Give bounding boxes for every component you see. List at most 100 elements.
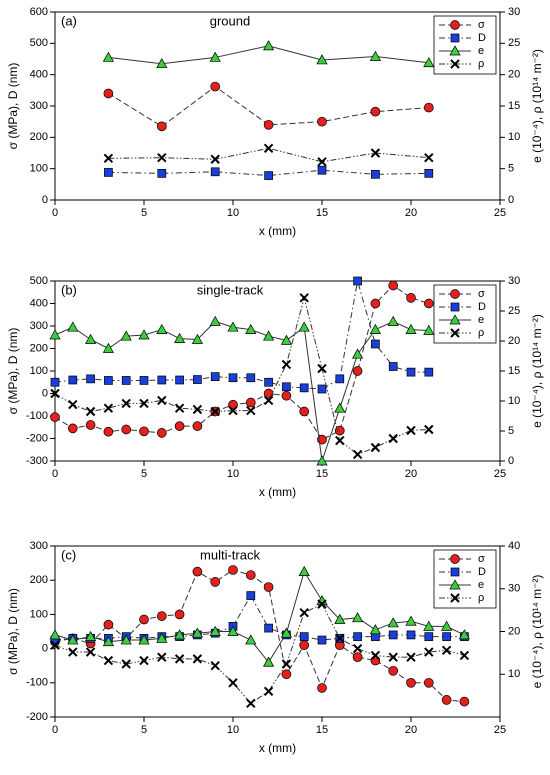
marker [227, 321, 239, 332]
legend-label: ρ [478, 592, 484, 604]
y-tick-label: -300 [26, 455, 48, 467]
marker-shape [50, 388, 60, 399]
marker [156, 428, 167, 438]
marker-shape [441, 645, 452, 656]
chart-title: multi-track [200, 547, 260, 562]
marker-shape [67, 634, 79, 645]
marker [264, 623, 273, 633]
y2-tick-label: 15 [508, 365, 520, 377]
marker [85, 406, 96, 417]
marker [441, 645, 452, 656]
marker [104, 376, 113, 385]
marker [370, 298, 381, 309]
marker-shape [245, 570, 256, 580]
legend-label: e [478, 314, 484, 326]
x-axis-title: x (mm) [259, 485, 296, 499]
marker-shape [441, 620, 453, 631]
marker-shape [246, 405, 256, 416]
marker [139, 655, 149, 666]
marker-shape [335, 435, 345, 446]
y2-axis-title: e (10⁻⁴), ρ (10¹⁴ m⁻²) [530, 575, 544, 689]
marker-shape [450, 289, 460, 299]
marker-shape [174, 332, 186, 343]
marker-shape [264, 171, 273, 180]
marker-shape [85, 630, 97, 641]
y-tick-label: 0 [42, 643, 48, 655]
x-tick-label: 5 [141, 207, 147, 219]
marker-shape [120, 634, 132, 645]
marker [406, 367, 416, 377]
marker [157, 375, 167, 385]
x-tick-label: 10 [227, 724, 239, 736]
marker-shape [450, 554, 460, 564]
marker [120, 634, 132, 645]
marker-shape [423, 57, 435, 68]
y2-tick-label: 10 [508, 668, 520, 680]
marker [263, 395, 274, 406]
marker-shape [246, 698, 256, 709]
marker [156, 632, 168, 643]
y-tick-label: -200 [26, 432, 48, 444]
marker [424, 632, 434, 641]
marker [370, 106, 381, 117]
marker [299, 383, 309, 393]
x-tick-label: 10 [227, 207, 239, 219]
marker [317, 363, 327, 374]
marker-shape [246, 591, 256, 600]
marker-shape [334, 425, 345, 436]
y-axis-title: σ (MPa), D (nm) [6, 588, 20, 675]
marker-shape [353, 276, 362, 286]
marker-shape [406, 677, 416, 688]
y2-tick-label: 20 [508, 625, 520, 637]
marker [138, 329, 150, 340]
marker-shape [139, 426, 149, 437]
marker-shape [369, 50, 381, 61]
marker [299, 632, 309, 641]
x-tick-label: 20 [405, 468, 417, 480]
y2-axis-title: e (10⁻⁴), ρ (10¹⁴ m⁻²) [530, 49, 544, 163]
marker-shape [423, 324, 435, 335]
marker [423, 620, 435, 631]
marker-shape [388, 280, 399, 291]
marker-shape [450, 20, 460, 30]
marker-shape [103, 88, 114, 99]
marker-shape [299, 406, 310, 417]
marker-shape [316, 54, 328, 65]
marker-shape [85, 406, 96, 417]
marker [67, 634, 79, 645]
marker-shape [263, 686, 274, 697]
marker [450, 302, 460, 312]
marker-shape [103, 153, 114, 164]
marker [450, 33, 460, 43]
x-tick-label: 20 [405, 724, 417, 736]
marker [423, 57, 435, 68]
series-line [54, 603, 465, 704]
marker [450, 593, 460, 603]
marker-shape [450, 328, 460, 338]
marker [50, 640, 60, 650]
marker-shape [228, 405, 238, 416]
marker-shape [121, 659, 131, 669]
marker [353, 276, 362, 286]
marker-shape [192, 566, 203, 577]
marker-shape [299, 632, 309, 641]
marker-shape [406, 293, 416, 303]
marker [405, 323, 417, 334]
y2-tick-label: 5 [508, 163, 514, 175]
legend-label: σ [478, 553, 485, 565]
marker [102, 51, 114, 62]
legend-label: D [478, 301, 486, 313]
y-tick-label: 200 [30, 342, 48, 354]
marker-shape [156, 611, 167, 621]
marker-shape [245, 323, 257, 334]
marker-shape [174, 403, 185, 413]
marker-shape [450, 567, 460, 577]
marker [103, 403, 114, 413]
marker [387, 617, 399, 628]
x-tick-label: 5 [141, 724, 147, 736]
marker [246, 373, 256, 383]
marker [49, 629, 61, 640]
panel-label: (c) [61, 547, 76, 562]
marker [388, 433, 398, 444]
